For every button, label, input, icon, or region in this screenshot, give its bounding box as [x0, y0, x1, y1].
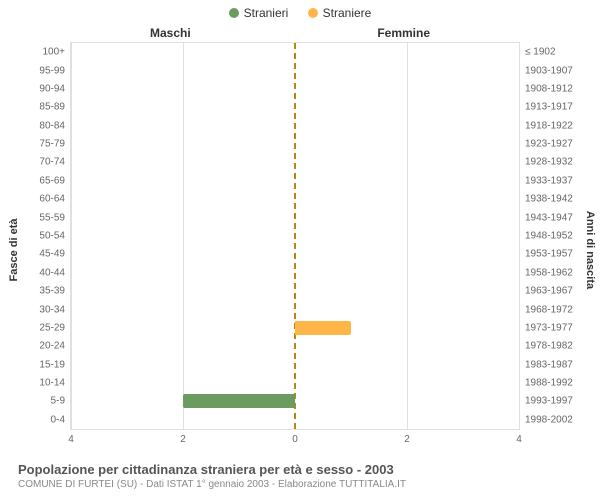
y-tick-age: 25-29	[39, 322, 71, 333]
x-tick: 0	[292, 429, 298, 445]
y-tick-year: 1953-1957	[519, 249, 573, 260]
x-tick: 2	[404, 429, 410, 445]
y-tick-year: 1978-1982	[519, 341, 573, 352]
y-tick-year: 1998-2002	[519, 414, 573, 425]
y-tick-year: 1938-1942	[519, 194, 573, 205]
y-tick-age: 45-49	[39, 249, 71, 260]
bar-male	[183, 394, 295, 408]
y-tick-year: 1918-1922	[519, 120, 573, 131]
gridline	[71, 43, 72, 429]
x-tick: 4	[516, 429, 522, 445]
y-tick-year: 1933-1937	[519, 175, 573, 186]
y-axis-label-left: Fasce di età	[8, 219, 20, 282]
y-tick-age: 75-79	[39, 139, 71, 150]
y-tick-year: 1993-1997	[519, 396, 573, 407]
legend-item-male: Stranieri	[229, 6, 289, 20]
y-tick-age: 5-9	[51, 396, 71, 407]
column-header-male: Maschi	[150, 26, 191, 40]
column-header-female: Femmine	[377, 26, 430, 40]
y-tick-age: 0-4	[51, 414, 71, 425]
y-tick-year: 1963-1967	[519, 286, 573, 297]
legend-dot-icon	[308, 8, 318, 18]
y-tick-year: 1913-1917	[519, 102, 573, 113]
y-tick-age: 70-74	[39, 157, 71, 168]
y-tick-year: 1983-1987	[519, 359, 573, 370]
y-tick-year: 1943-1947	[519, 212, 573, 223]
y-axis-label-right: Anni di nascita	[584, 211, 596, 289]
y-tick-year: 1973-1977	[519, 322, 573, 333]
y-tick-age: 55-59	[39, 212, 71, 223]
y-tick-age: 50-54	[39, 231, 71, 242]
y-tick-age: 95-99	[39, 65, 71, 76]
center-divider	[294, 43, 296, 429]
y-tick-year: ≤ 1902	[519, 47, 556, 58]
legend-label-female: Straniere	[323, 6, 372, 20]
y-tick-age: 60-64	[39, 194, 71, 205]
bar-female	[295, 321, 351, 335]
legend-label-male: Stranieri	[244, 6, 289, 20]
y-tick-age: 30-34	[39, 304, 71, 315]
y-tick-age: 15-19	[39, 359, 71, 370]
y-tick-year: 1923-1927	[519, 139, 573, 150]
y-tick-age: 35-39	[39, 286, 71, 297]
y-tick-age: 90-94	[39, 83, 71, 94]
y-tick-year: 1903-1907	[519, 65, 573, 76]
plot-area: 02244100+≤ 190295-991903-190790-941908-1…	[70, 42, 520, 430]
y-tick-year: 1928-1932	[519, 157, 573, 168]
gridline	[183, 43, 184, 429]
y-tick-year: 1948-1952	[519, 231, 573, 242]
chart-container: Stranieri Straniere Maschi Femmine Fasce…	[0, 0, 600, 500]
y-tick-age: 85-89	[39, 102, 71, 113]
chart-subtitle: COMUNE DI FURTEI (SU) - Dati ISTAT 1° ge…	[18, 479, 582, 490]
caption: Popolazione per cittadinanza straniera p…	[18, 462, 582, 490]
y-tick-age: 65-69	[39, 175, 71, 186]
y-tick-age: 20-24	[39, 341, 71, 352]
y-tick-year: 1988-1992	[519, 378, 573, 389]
x-tick: 4	[68, 429, 74, 445]
x-tick: 2	[180, 429, 186, 445]
y-tick-age: 100+	[42, 47, 71, 58]
y-tick-age: 10-14	[39, 378, 71, 389]
legend-dot-icon	[229, 8, 239, 18]
legend: Stranieri Straniere	[0, 6, 600, 21]
legend-item-female: Straniere	[308, 6, 372, 20]
y-tick-year: 1908-1912	[519, 83, 573, 94]
chart-title: Popolazione per cittadinanza straniera p…	[18, 462, 582, 477]
gridline	[407, 43, 408, 429]
y-tick-year: 1958-1962	[519, 267, 573, 278]
y-tick-year: 1968-1972	[519, 304, 573, 315]
y-tick-age: 40-44	[39, 267, 71, 278]
y-tick-age: 80-84	[39, 120, 71, 131]
